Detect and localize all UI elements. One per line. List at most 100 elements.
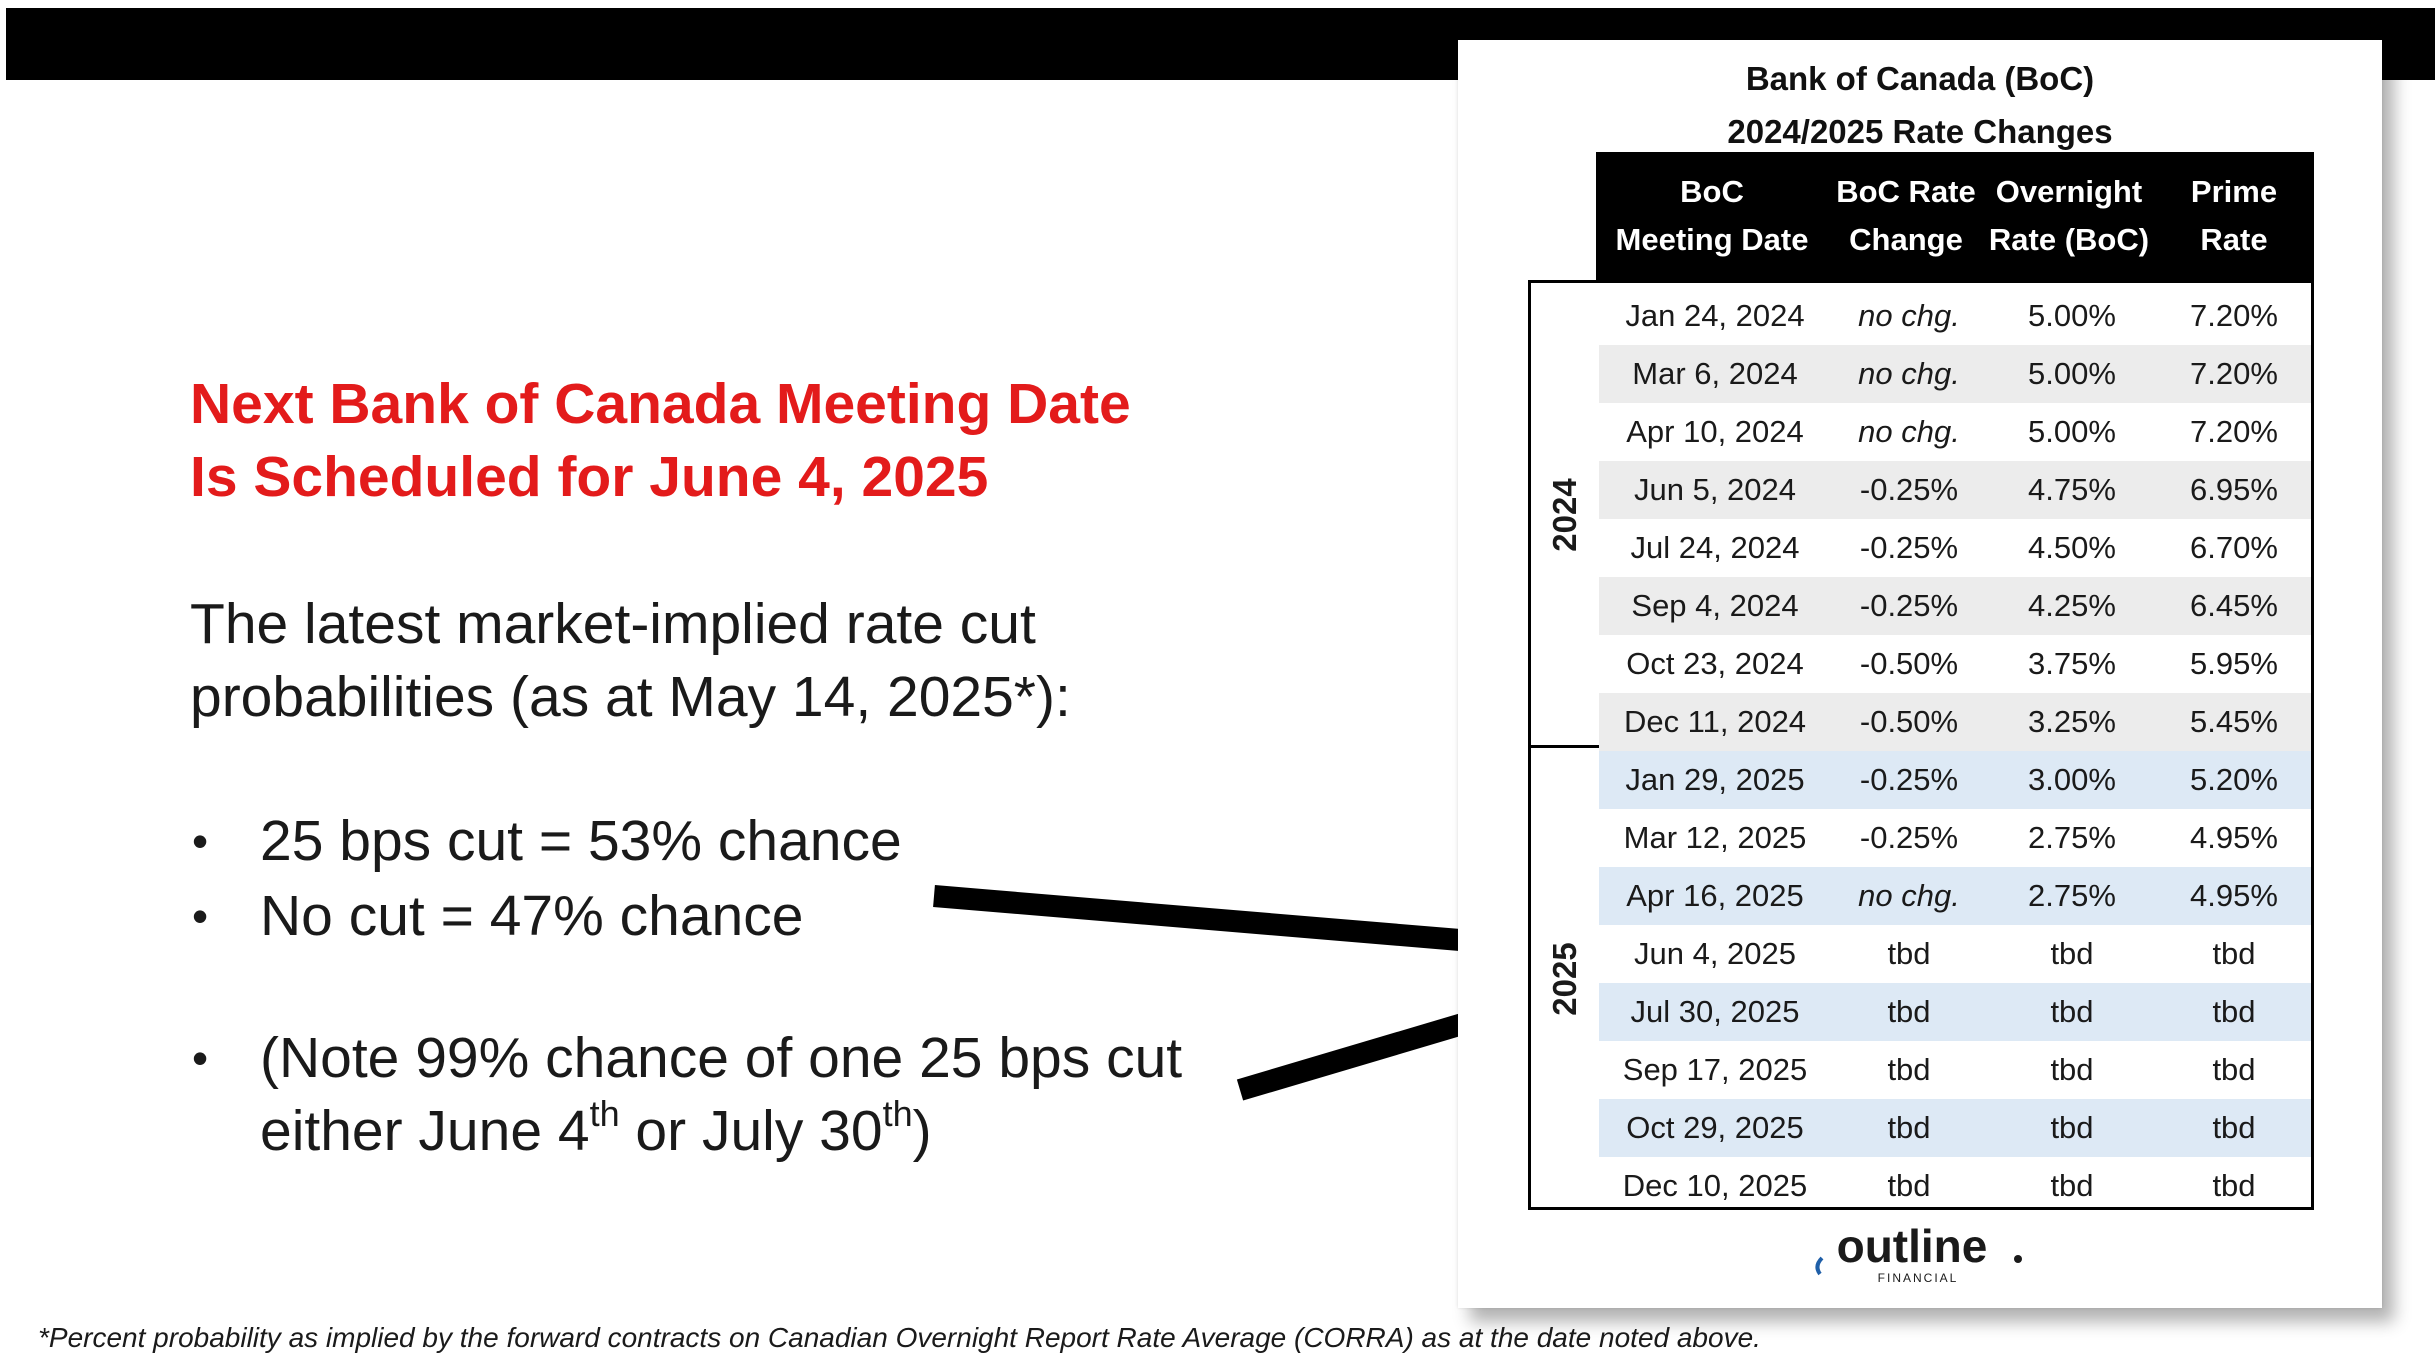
cell-overnight-rate: 4.75% <box>2028 472 2116 507</box>
cell-rate-change: -0.25% <box>1859 472 1959 507</box>
cell-prime-rate: 6.70% <box>2190 530 2278 565</box>
table-row: Jun 4, 2025 tbd tbd tbd <box>1599 925 2311 983</box>
cell-meeting-date: Jul 24, 2024 <box>1630 530 1800 565</box>
cell-prime-rate: 6.45% <box>2190 588 2278 623</box>
rate-table-card: Bank of Canada (BoC) 2024/2025 Rate Chan… <box>1458 40 2382 1308</box>
header-rate-change: BoC Rate Change <box>1836 174 1976 257</box>
cell-prime-rate: 5.95% <box>2190 646 2278 681</box>
cell-rate-change: tbd <box>1887 1168 1931 1203</box>
logo-swoosh <box>1815 1256 1824 1276</box>
cell-rate-change: no chg. <box>1858 356 1960 391</box>
table-row: Apr 16, 2025 no chg. 2.75% 4.95% <box>1599 867 2311 925</box>
cell-rate-change: tbd <box>1887 1052 1931 1087</box>
cell-rate-change: no chg. <box>1858 414 1960 449</box>
cell-prime-rate: tbd <box>2212 936 2256 971</box>
logo-dot <box>2014 1255 2022 1263</box>
header-overnight-rate: Overnight Rate (BoC) <box>1988 174 2150 257</box>
cell-rate-change: no chg. <box>1858 298 1960 333</box>
table-row: Sep 17, 2025 tbd tbd tbd <box>1599 1041 2311 1099</box>
outline-financial-logo: outline FINANCIAL <box>1458 1222 2382 1286</box>
cell-meeting-date: Jul 30, 2025 <box>1630 994 1800 1029</box>
intro-line-2: probabilities (as at May 14, 2025*): <box>190 665 1071 729</box>
table-header: BoC Meeting Date BoC Rate Change Overnight… <box>1596 152 2314 280</box>
cell-rate-change: -0.25% <box>1859 588 1959 623</box>
cell-meeting-date: Dec 10, 2025 <box>1622 1168 1808 1203</box>
headline-line-1: Next Bank of Canada Meeting Date <box>190 372 1131 436</box>
cell-overnight-rate: 5.00% <box>2028 356 2116 391</box>
cell-meeting-date: Mar 6, 2024 <box>1632 356 1798 391</box>
cell-overnight-rate: 3.25% <box>2028 704 2116 739</box>
cell-rate-change: tbd <box>1887 1110 1931 1145</box>
cell-meeting-date: Sep 17, 2025 <box>1622 1052 1808 1087</box>
table-title-line-1: Bank of Canada (BoC) <box>1745 60 2095 97</box>
cell-meeting-date: Apr 16, 2025 <box>1626 878 1804 913</box>
cell-prime-rate: 7.20% <box>2190 356 2278 391</box>
logo-mark: outline FINANCIAL <box>1815 1222 2022 1285</box>
cell-prime-rate: tbd <box>2212 994 2256 1029</box>
probability-list: 25 bps cut = 53% chance No cut = 47% cha… <box>190 804 1182 1168</box>
intro-line-1: The latest market-implied rate cut <box>190 592 1036 656</box>
cell-rate-change: -0.25% <box>1859 762 1959 797</box>
cell-meeting-date: Oct 23, 2024 <box>1626 646 1804 681</box>
cell-overnight-rate: tbd <box>2050 994 2094 1029</box>
cell-overnight-rate: tbd <box>2050 1052 2094 1087</box>
table-row: Dec 10, 2025 tbd tbd tbd <box>1599 1157 2311 1215</box>
table-row: Jun 5, 2024 -0.25% 4.75% 6.95% <box>1599 461 2311 519</box>
cell-prime-rate: 4.95% <box>2190 878 2278 913</box>
cell-overnight-rate: tbd <box>2050 1110 2094 1145</box>
table-row: Jul 30, 2025 tbd tbd tbd <box>1599 983 2311 1041</box>
cell-overnight-rate: 3.75% <box>2028 646 2116 681</box>
table-row: Mar 6, 2024 no chg. 5.00% 7.20% <box>1599 345 2311 403</box>
cell-overnight-rate: 3.00% <box>2028 762 2116 797</box>
table-row: Jan 29, 2025 -0.25% 3.00% 5.20% <box>1599 751 2311 809</box>
arrow-to-june-4 <box>933 885 1516 967</box>
cell-overnight-rate: tbd <box>2050 936 2094 971</box>
cell-meeting-date: Jan 29, 2025 <box>1625 762 1805 797</box>
table-body: 2024 2025 Jan 24, 2024 no chg. 5.00% 7.20% M… <box>1528 280 2314 1210</box>
bullet-note: (Note 99% chance of one 25 bps cut eithe… <box>190 1022 1182 1168</box>
cell-rate-change: -0.50% <box>1859 646 1959 681</box>
cell-meeting-date: Sep 4, 2024 <box>1631 588 1799 623</box>
header-prime-rate: Prime Rate <box>2190 174 2278 257</box>
table-row: Apr 10, 2024 no chg. 5.00% 7.20% <box>1599 403 2311 461</box>
cell-meeting-date: Jun 5, 2024 <box>1633 472 1797 507</box>
table-row: Jul 24, 2024 -0.25% 4.50% 6.70% <box>1599 519 2311 577</box>
cell-overnight-rate: 2.75% <box>2028 878 2116 913</box>
bullet-no-cut: No cut = 47% chance <box>190 879 1182 954</box>
cell-meeting-date: Jan 24, 2024 <box>1625 298 1805 333</box>
footnote: *Percent probability as implied by the f… <box>38 1322 1761 1353</box>
cell-rate-change: tbd <box>1887 994 1931 1029</box>
table-row: Jan 24, 2024 no chg. 5.00% 7.20% <box>1599 287 2311 345</box>
cell-prime-rate: tbd <box>2212 1052 2256 1087</box>
cell-prime-rate: 7.20% <box>2190 414 2278 449</box>
cell-prime-rate: 5.20% <box>2190 762 2278 797</box>
note-line-2: either June 4th or July 30th) <box>260 1093 932 1164</box>
cell-meeting-date: Oct 29, 2025 <box>1626 1110 1804 1145</box>
cell-prime-rate: tbd <box>2212 1110 2256 1145</box>
cell-overnight-rate: tbd <box>2050 1168 2094 1203</box>
table-row: Sep 4, 2024 -0.25% 4.25% 6.45% <box>1599 577 2311 635</box>
cell-prime-rate: 5.45% <box>2190 704 2278 739</box>
cell-meeting-date: Dec 11, 2024 <box>1623 704 1807 739</box>
cell-prime-rate: tbd <box>2212 1168 2256 1203</box>
note-line-1: (Note 99% chance of one 25 bps cut <box>260 1026 1183 1090</box>
logo-subtext: FINANCIAL <box>1878 1271 1959 1285</box>
cell-meeting-date: Apr 10, 2024 <box>1626 414 1804 449</box>
cell-prime-rate: 7.20% <box>2190 298 2278 333</box>
cell-overnight-rate: 4.25% <box>2028 588 2116 623</box>
cell-overnight-rate: 5.00% <box>2028 298 2116 333</box>
intro-text: The latest market-implied rate cut proba… <box>190 588 1071 734</box>
cell-overnight-rate: 4.50% <box>2028 530 2116 565</box>
cell-prime-rate: 4.95% <box>2190 820 2278 855</box>
header-meeting-date: BoC Meeting Date <box>1615 174 1809 257</box>
cell-meeting-date: Mar 12, 2025 <box>1623 820 1807 855</box>
cell-meeting-date: Jun 4, 2025 <box>1633 936 1797 971</box>
table-title-line-2: 2024/2025 Rate Changes <box>1727 113 2113 150</box>
table-row: Dec 11, 2024 -0.50% 3.25% 5.45% <box>1599 693 2311 751</box>
headline-line-2: Is Scheduled for June 4, 2025 <box>190 445 989 509</box>
cell-rate-change: tbd <box>1887 936 1931 971</box>
table-row: Oct 29, 2025 tbd tbd tbd <box>1599 1099 2311 1157</box>
cell-prime-rate: 6.95% <box>2190 472 2278 507</box>
table-row: Oct 23, 2024 -0.50% 3.75% 5.95% <box>1599 635 2311 693</box>
headline: Next Bank of Canada Meeting Date Is Sche… <box>190 368 1131 514</box>
